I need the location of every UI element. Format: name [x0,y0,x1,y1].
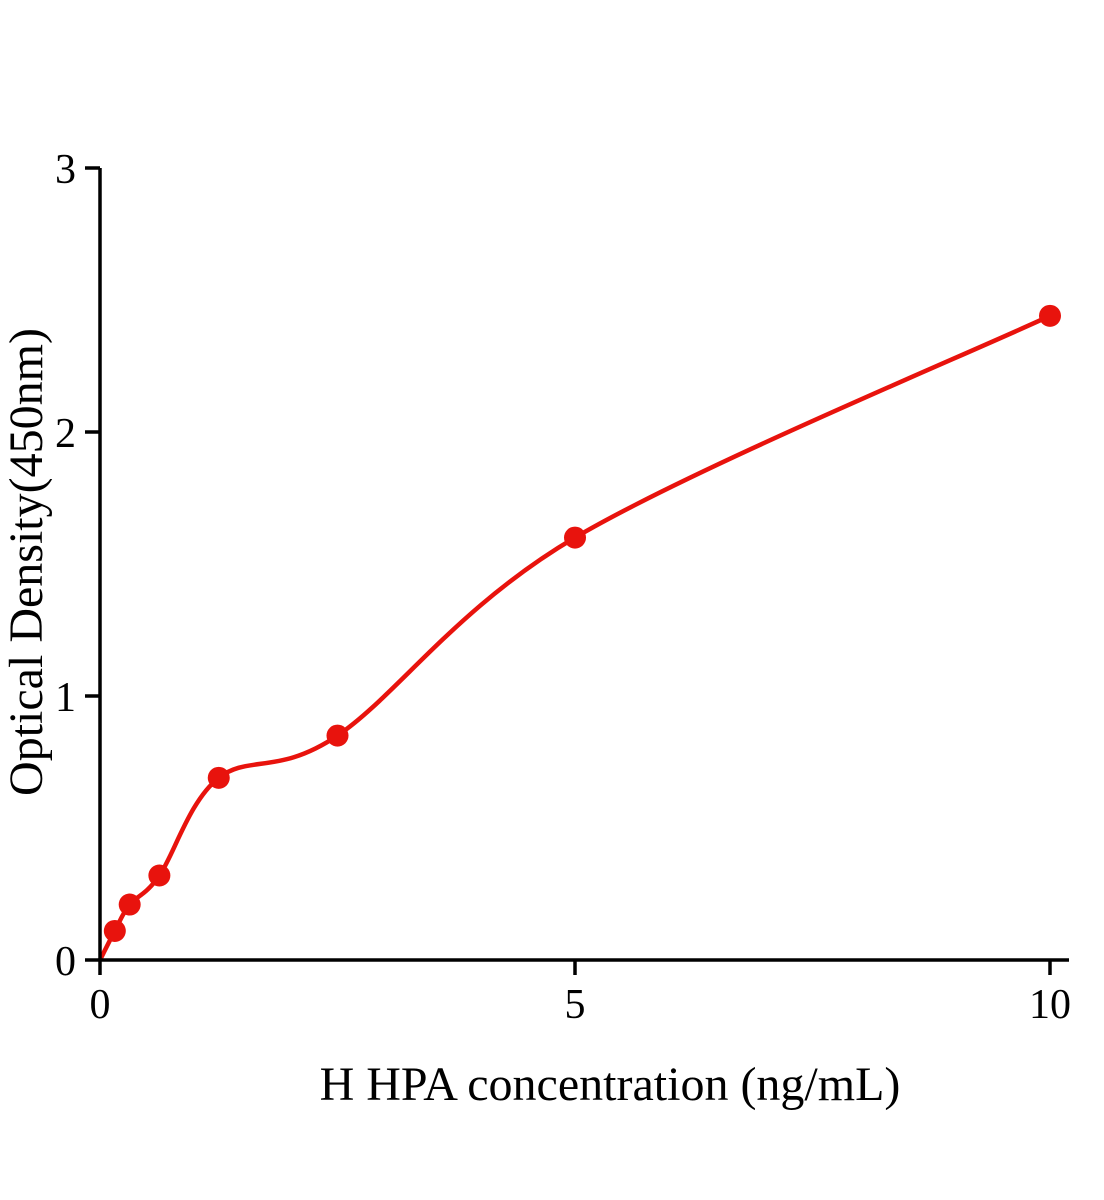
fit-curve [97,313,1053,963]
data-point [207,766,230,789]
data-point [564,526,586,549]
data-point [1039,304,1061,327]
data-points [103,304,1061,942]
data-point [103,919,126,942]
y-tick-label: 2 [55,411,76,457]
x-tick-label: 5 [565,982,586,1028]
y-tick-labels: 0 1 2 3 [55,147,76,985]
y-tick-label: 0 [55,939,76,985]
y-tick-label: 1 [55,675,76,721]
x-tick-label: 0 [90,982,111,1028]
x-axis-title: H HPA concentration (ng/mL) [320,1058,901,1111]
x-tick-labels: 0 5 10 [90,982,1072,1028]
x-tick-marks [98,960,1052,975]
y-tick-label: 3 [55,147,76,193]
y-axis-title: Optical Density(450nm) [0,328,53,796]
data-point [148,864,171,887]
y-tick-marks [85,166,100,962]
x-tick-label: 10 [1029,982,1071,1028]
data-point [326,724,349,747]
data-point [118,893,141,916]
